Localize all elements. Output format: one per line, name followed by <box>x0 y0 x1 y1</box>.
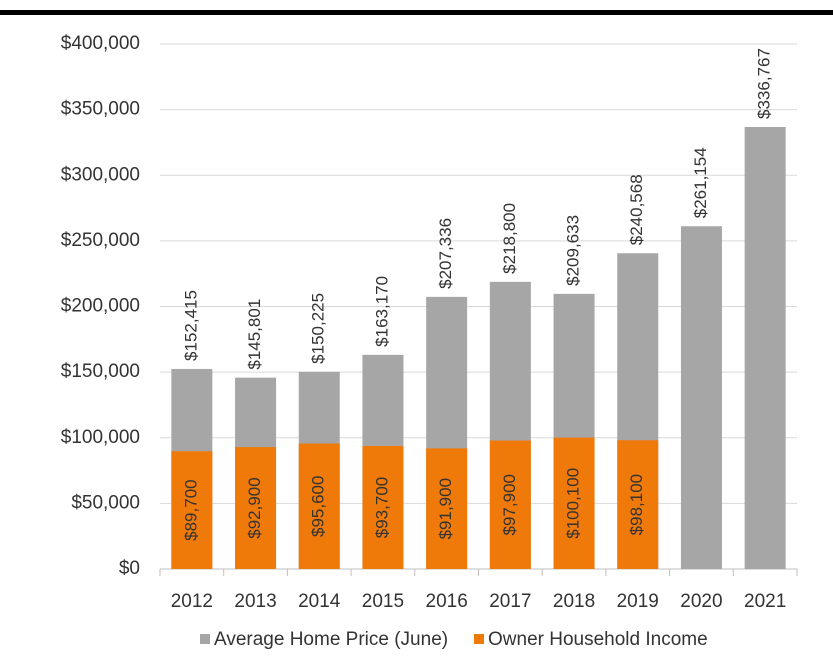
x-tick-label: 2019 <box>617 591 659 612</box>
value-label: $207,336 <box>436 218 455 289</box>
x-tick-label: 2016 <box>426 591 468 612</box>
value-label: $100,100 <box>564 468 583 539</box>
bar <box>680 226 722 569</box>
value-label: $89,700 <box>181 479 200 540</box>
y-tick-label: $350,000 <box>61 99 140 120</box>
x-tick-label: 2015 <box>362 591 404 612</box>
value-label: $98,100 <box>627 474 646 535</box>
y-tick-label: $150,000 <box>61 361 140 382</box>
y-tick-label: $100,000 <box>61 427 140 448</box>
value-label: $145,801 <box>245 299 264 370</box>
x-tick-label: 2012 <box>171 591 213 612</box>
value-label: $336,767 <box>755 48 774 119</box>
value-label: $218,800 <box>500 203 519 274</box>
bar <box>235 447 277 569</box>
bar <box>298 443 340 569</box>
x-tick-label: 2021 <box>744 591 786 612</box>
bar <box>362 446 404 569</box>
top-rule <box>0 10 833 15</box>
bar <box>171 451 213 569</box>
y-tick-label: $50,000 <box>71 492 140 513</box>
legend-swatch <box>474 634 484 644</box>
value-label: $240,568 <box>627 174 646 245</box>
y-tick-label: $200,000 <box>61 296 140 317</box>
x-tick-label: 2017 <box>489 591 531 612</box>
value-label: $93,700 <box>372 477 391 538</box>
value-label: $92,900 <box>245 477 264 538</box>
legend-label: Average Home Price (June) <box>214 629 448 650</box>
bar <box>426 448 468 569</box>
value-label: $261,154 <box>691 147 710 218</box>
legend-swatch <box>200 634 210 644</box>
y-tick-label: $0 <box>119 558 140 579</box>
value-label: $163,170 <box>372 276 391 347</box>
value-label: $97,900 <box>500 474 519 535</box>
bar <box>553 437 595 569</box>
legend-label: Owner Household Income <box>488 629 708 650</box>
y-tick-label: $300,000 <box>61 164 140 185</box>
value-label: $91,900 <box>436 478 455 539</box>
y-tick-label: $250,000 <box>61 230 140 251</box>
value-label: $150,225 <box>309 293 328 364</box>
value-label: $152,415 <box>181 290 200 361</box>
x-tick-label: 2020 <box>680 591 722 612</box>
bar <box>744 126 786 569</box>
bar <box>617 440 659 569</box>
value-label: $95,600 <box>309 476 328 537</box>
x-tick-label: 2014 <box>298 591 341 612</box>
x-tick-label: 2018 <box>553 591 595 612</box>
value-label: $209,633 <box>564 215 583 286</box>
x-tick-label: 2013 <box>234 591 276 612</box>
y-tick-label: $400,000 <box>61 33 140 54</box>
bar <box>489 440 531 569</box>
